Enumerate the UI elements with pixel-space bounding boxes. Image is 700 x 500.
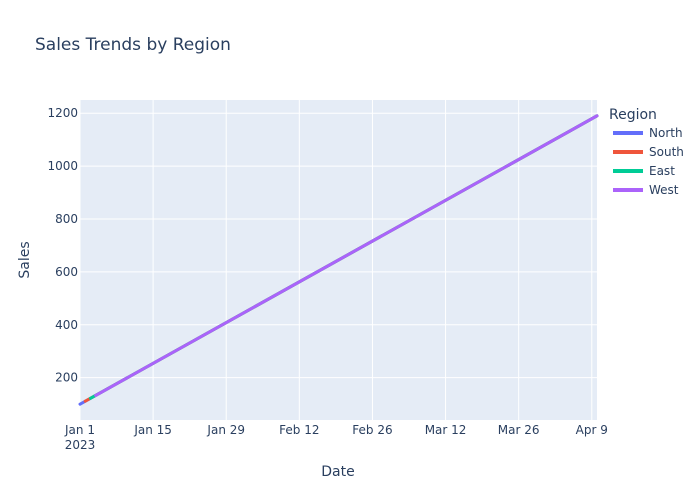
y-tick-label: 600: [55, 265, 78, 279]
y-tick-label: 1000: [47, 159, 78, 173]
y-axis-title: Sales: [17, 241, 33, 278]
x-tick-label: Jan 29: [206, 423, 245, 437]
legend-label-south: South: [649, 145, 684, 159]
x-tick-sublabel: 2023: [65, 438, 96, 452]
legend-title: Region: [609, 107, 657, 123]
x-tick-label: Jan 15: [133, 423, 172, 437]
legend-label-north: North: [649, 126, 683, 140]
y-tick-label: 400: [55, 318, 78, 332]
legend: Region North South East West: [609, 107, 684, 197]
series-line-west: [94, 114, 599, 397]
x-tick-label: Feb 26: [352, 423, 392, 437]
x-tick-label: Jan 1: [64, 423, 95, 437]
y-tick-label: 1200: [47, 106, 78, 120]
x-axis-title: Date: [321, 464, 354, 480]
chart-title: Sales Trends by Region: [35, 35, 231, 55]
y-tick-label: 200: [55, 371, 78, 385]
x-tick-label: Feb 12: [279, 423, 319, 437]
legend-label-west: West: [649, 183, 679, 197]
series-lines: [78, 114, 599, 406]
grid-lines: [79, 100, 597, 420]
legend-label-east: East: [649, 164, 675, 178]
y-tick-label: 800: [55, 212, 78, 226]
x-tick-label: Mar 26: [498, 423, 540, 437]
x-tick-label: Mar 12: [425, 423, 467, 437]
x-tick-label: Apr 9: [576, 423, 608, 437]
y-axis-ticks: 200 400 600 800 1000 1200: [47, 106, 78, 384]
